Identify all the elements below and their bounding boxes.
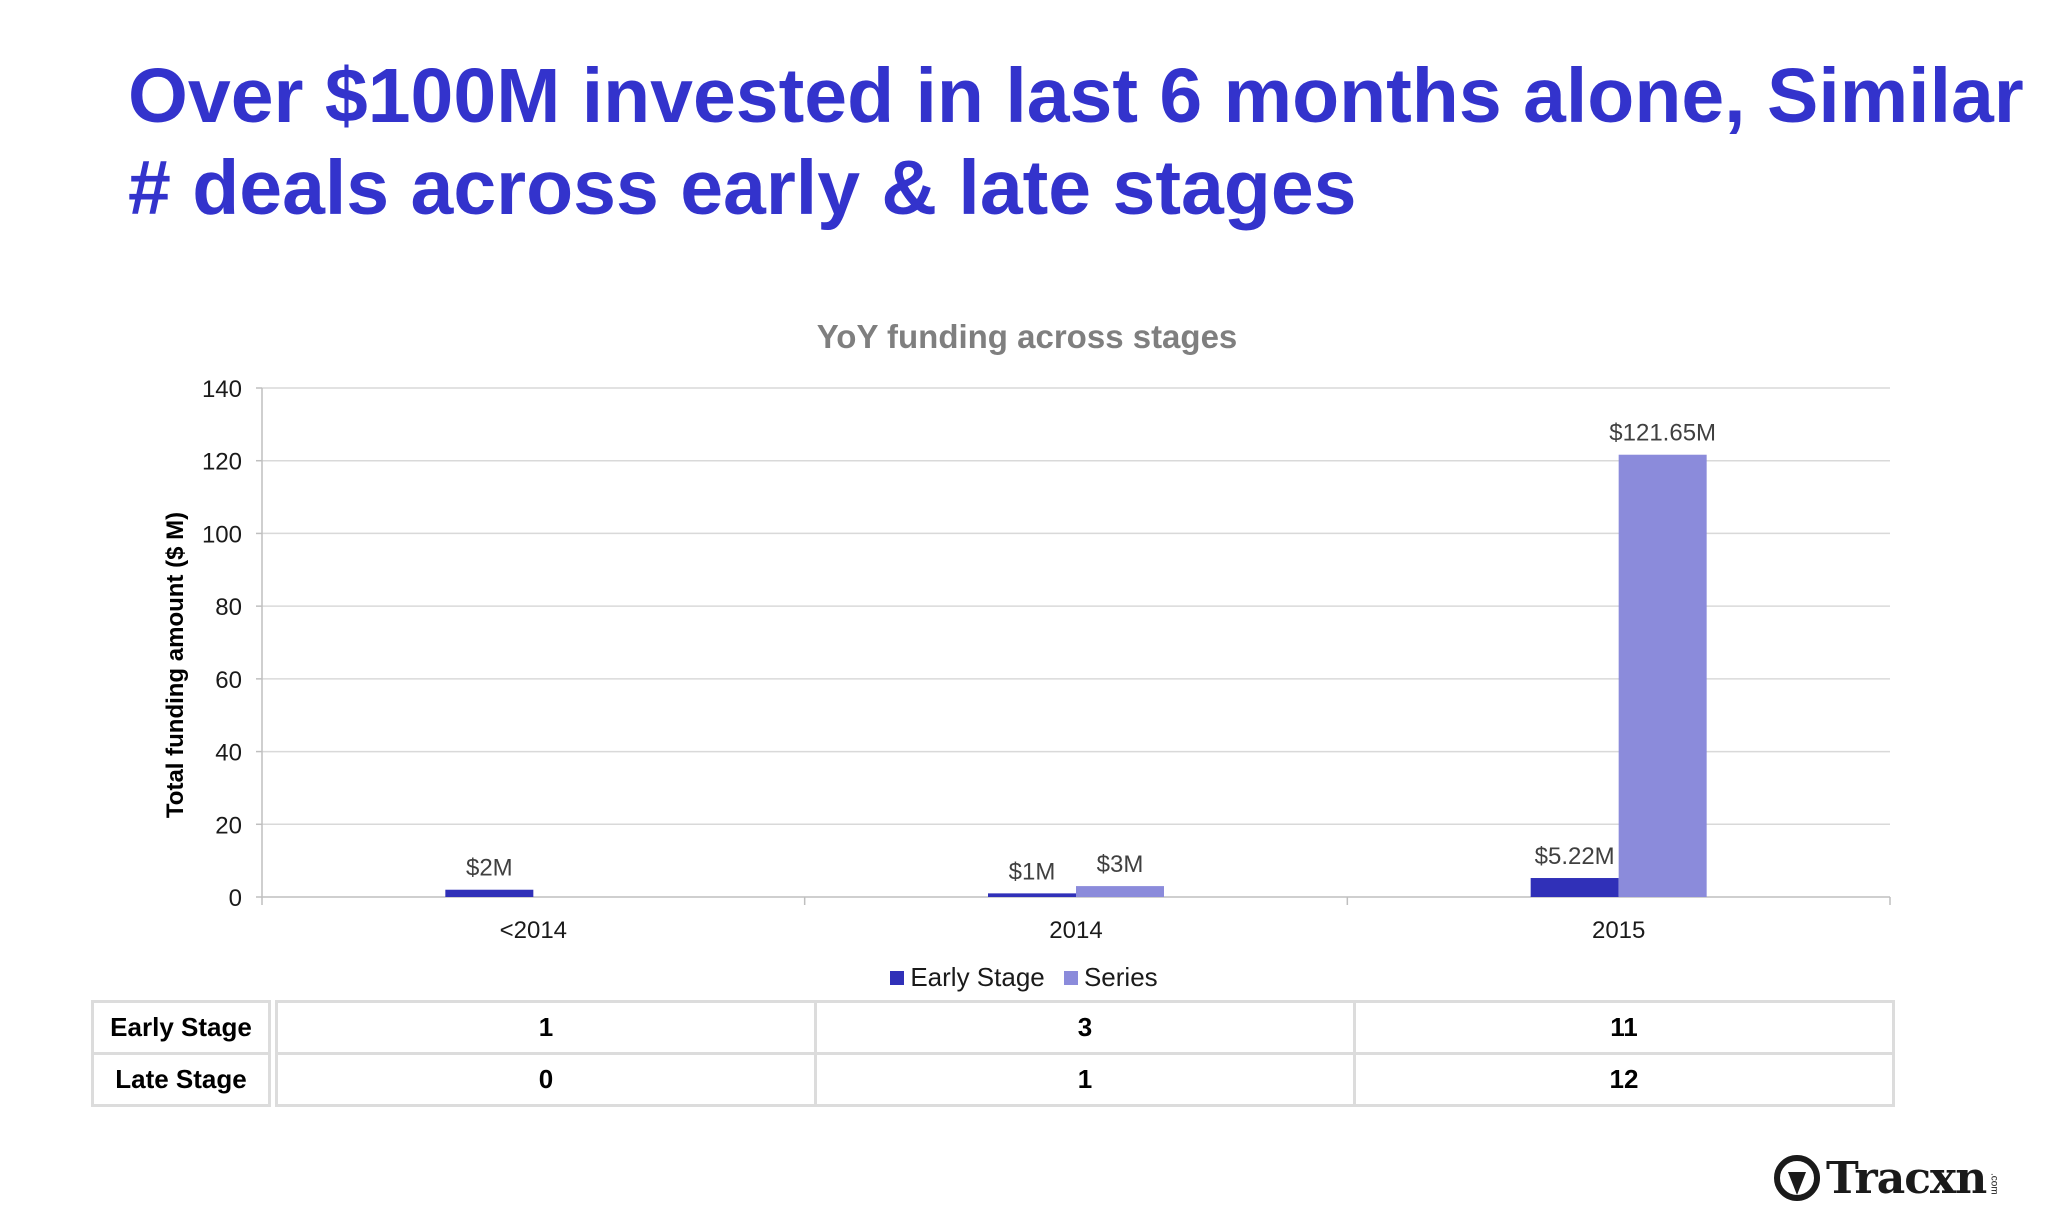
y-tick-label: 120: [202, 449, 242, 476]
legend-swatch-series: [1063, 971, 1078, 985]
table-row: Early Stage 1 3 11: [91, 1000, 1895, 1055]
bar-chart: 0 20 40 60 80 100 120 140 <2014 2014 2015 $2M $1M $3…: [162, 376, 1891, 944]
bar: [1530, 878, 1619, 897]
bar: [1618, 454, 1707, 897]
chart-legend: Early Stage Series: [0, 962, 2048, 993]
bar: [445, 889, 534, 897]
row-label-early-stage: Early Stage: [91, 1000, 271, 1055]
bars: [445, 454, 1707, 897]
data-label: $1M: [1009, 858, 1056, 885]
logo-text: Tracxn: [1826, 1152, 1987, 1204]
table-cell: 12: [1353, 1052, 1895, 1107]
y-tick-label: 100: [202, 521, 242, 548]
legend-label-early-stage: Early Stage: [910, 962, 1045, 992]
logo-suffix: .com: [1988, 1173, 2000, 1195]
x-tick-label: 2015: [1592, 917, 1645, 944]
x-tick-label: <2014: [500, 917, 567, 944]
table-row: Late Stage 0 1 12: [91, 1052, 1895, 1107]
y-tick-label: 0: [229, 885, 242, 912]
x-tick-label: 2014: [1049, 917, 1102, 944]
legend-swatch-early-stage: [890, 971, 905, 985]
table-gap: [268, 1053, 278, 1106]
title-line-1: Over $100M invested in last 6 months alo…: [128, 53, 2024, 139]
data-label: $2M: [466, 855, 513, 882]
table-gap: [268, 1001, 278, 1054]
data-label: $121.65M: [1609, 420, 1716, 447]
y-tick-label: 80: [215, 594, 242, 621]
table-cell: 3: [814, 1000, 1356, 1055]
deal-count-table: Early Stage 1 3 11 Late Stage 0 1 12: [91, 1000, 1895, 1107]
data-labels: $2M $1M $3M $5.22M $121.65M: [466, 420, 1716, 886]
tracxn-logo-icon: [1774, 1155, 1820, 1201]
y-tick-label: 60: [215, 667, 242, 694]
table-cell: 1: [814, 1052, 1356, 1107]
y-tick-label: 40: [215, 740, 242, 767]
title-line-2: # deals across early & late stages: [128, 145, 1357, 231]
row-label-late-stage: Late Stage: [91, 1052, 271, 1107]
y-tick-label: 20: [215, 812, 242, 839]
page-title: Over $100M invested in last 6 months alo…: [128, 50, 2028, 234]
y-axis-label: Total funding amount ($ M): [162, 512, 189, 818]
legend-label-series: Series: [1083, 962, 1158, 992]
legend-item-early-stage: Early Stage: [890, 962, 1045, 993]
tracxn-logo: Tracxn .com: [1774, 1150, 1999, 1206]
table-cell: 11: [1353, 1000, 1895, 1055]
bar: [1076, 886, 1164, 897]
legend-item-series: Series: [1063, 962, 1158, 993]
data-label: $3M: [1097, 851, 1144, 878]
y-tick-label: 140: [202, 376, 242, 403]
table-cell: 0: [275, 1052, 817, 1107]
bar: [988, 893, 1076, 897]
table-cell: 1: [275, 1000, 817, 1055]
chart-title: YoY funding across stages: [816, 318, 1238, 355]
data-label: $5.22M: [1535, 843, 1615, 870]
